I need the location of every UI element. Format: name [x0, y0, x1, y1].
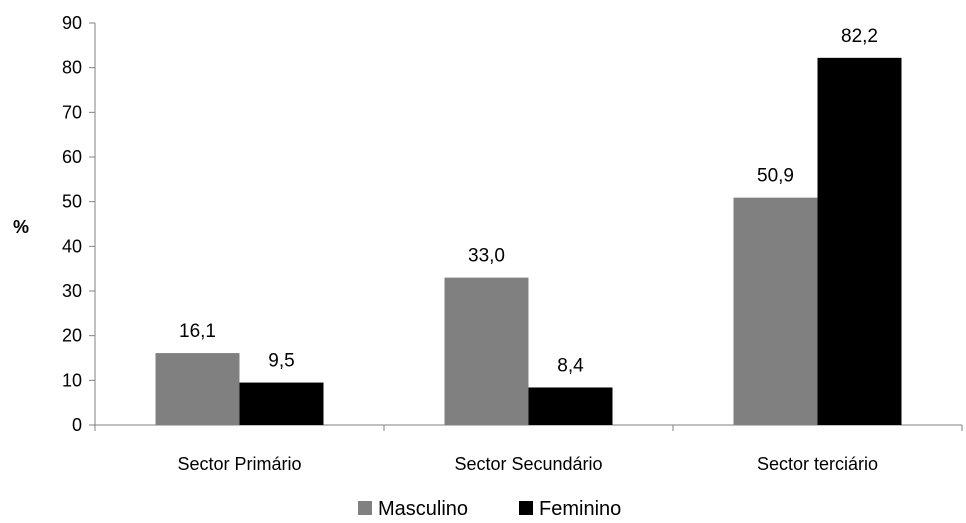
bar-masculino — [733, 197, 818, 425]
axes: 0 10 20 30 40 50 60 70 80 90 Sector Primário Sector… — [62, 13, 963, 474]
x-tick-label: Sector Secundário — [454, 454, 602, 474]
data-label: 9,5 — [268, 351, 294, 372]
bar-masculino — [444, 277, 529, 425]
data-label: 33,0 — [468, 246, 505, 267]
y-tick-label: 90 — [62, 13, 82, 33]
y-tick-label: 40 — [62, 236, 82, 256]
data-label: 82,2 — [841, 26, 878, 47]
y-tick-label: 0 — [72, 415, 82, 435]
data-label: 16,1 — [179, 321, 216, 342]
bars — [155, 57, 902, 426]
legend-label-masculino: Masculino — [378, 498, 468, 520]
y-tick-label: 30 — [62, 281, 82, 301]
bar-feminino — [817, 57, 902, 426]
data-label: 50,9 — [757, 166, 794, 187]
y-tick-label: 50 — [62, 192, 82, 212]
y-tick-label: 60 — [62, 147, 82, 167]
x-tick-label: Sector Primário — [177, 454, 301, 474]
legend-label-feminino: Feminino — [539, 498, 621, 520]
x-tick-label: Sector terciário — [757, 454, 878, 474]
y-axis-label: % — [13, 217, 29, 237]
legend: Masculino Feminino — [358, 498, 621, 520]
data-labels: 16,1 33,0 50,9 9,5 8,4 82,2 — [179, 26, 878, 377]
bar-feminino — [239, 382, 324, 425]
legend-swatch-feminino — [519, 501, 533, 515]
data-label: 8,4 — [557, 355, 584, 376]
y-tick-label: 80 — [62, 58, 82, 78]
y-tick-label: 20 — [62, 326, 82, 346]
legend-swatch-masculino — [358, 501, 372, 515]
y-tick-label: 70 — [62, 102, 82, 122]
y-tick-label: 10 — [62, 370, 82, 390]
bar-feminino — [528, 387, 613, 425]
bar-masculino — [155, 353, 240, 425]
